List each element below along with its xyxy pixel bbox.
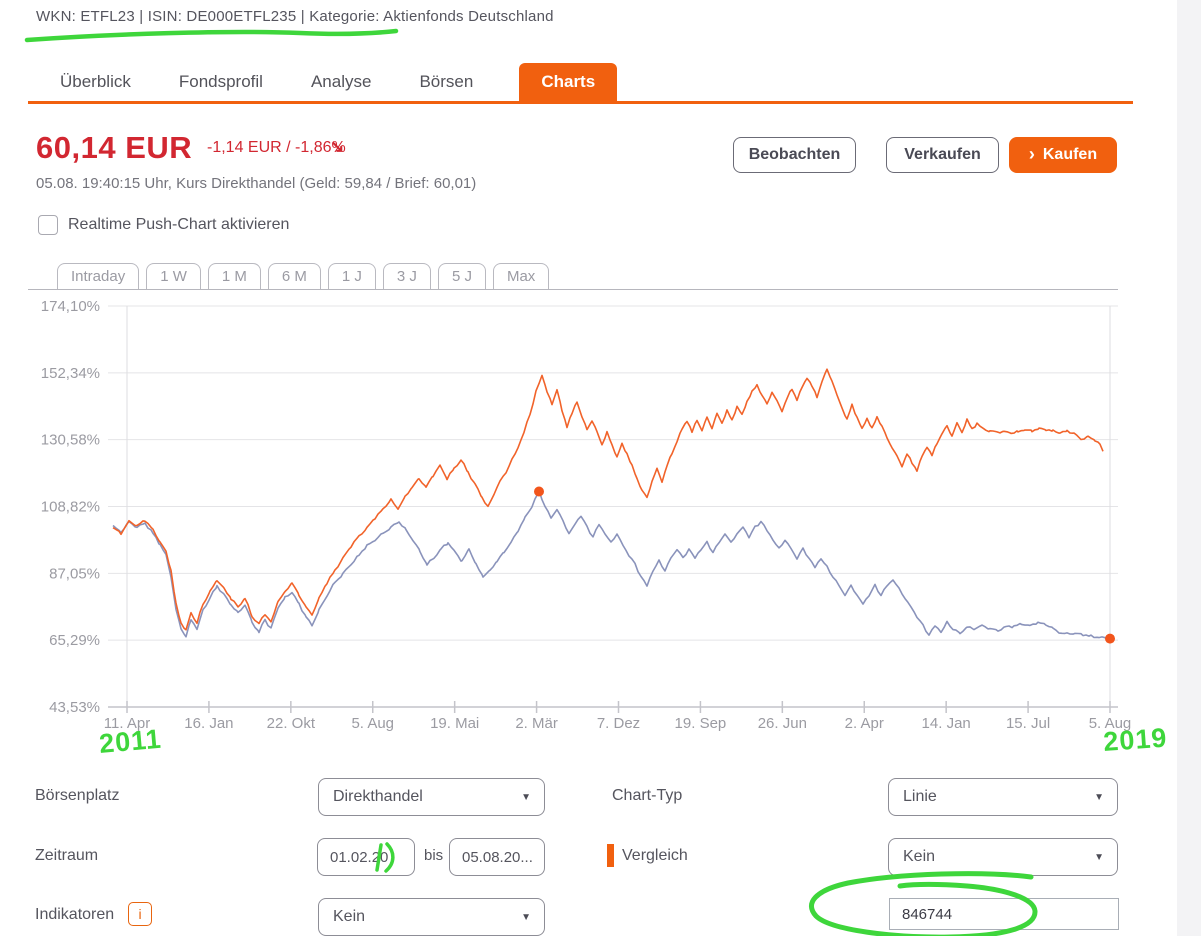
range-tab-6-m[interactable]: 6 M — [267, 263, 321, 289]
marker-dot — [534, 486, 544, 497]
vergleich-label: Vergleich — [622, 847, 688, 864]
chevron-down-icon: ▼ — [1094, 791, 1104, 803]
charttyp-value: Linie — [903, 788, 937, 805]
vergleich-value: Kein — [903, 848, 936, 865]
tab-charts[interactable]: Charts — [519, 63, 618, 101]
x-axis-label: 5. Aug — [1089, 715, 1132, 732]
range-tab-1-m[interactable]: 1 M — [207, 263, 261, 289]
range-tab-1-j[interactable]: 1 J — [327, 263, 376, 289]
price-info-line: 05.08. 19:40:15 Uhr, Kurs Direkthandel (… — [36, 175, 477, 192]
tab-analyse[interactable]: Analyse — [310, 72, 372, 91]
zeitraum-bis-label: bis — [424, 847, 444, 864]
x-axis-label: 22. Okt — [267, 715, 316, 732]
charttyp-label: Chart-Typ — [612, 787, 683, 804]
boersenplatz-label: Börsenplatz — [35, 787, 120, 804]
chevron-down-icon: ▼ — [521, 911, 531, 923]
y-axis-label: 87,05% — [49, 565, 100, 582]
range-tab-3-j[interactable]: 3 J — [382, 263, 431, 289]
trend-down-icon: ↘ — [330, 137, 345, 156]
tab-ueberblick[interactable]: Überblick — [60, 72, 131, 91]
y-axis-label: 65,29% — [49, 632, 100, 649]
x-axis-label: 16. Jan — [184, 715, 233, 732]
buy-button[interactable]: › Kaufen — [1009, 137, 1117, 173]
indikatoren-value: Kein — [333, 908, 366, 925]
chevron-down-icon: ▼ — [521, 791, 531, 803]
series-line-fonds-etfl23 — [112, 489, 1111, 640]
instrument-meta: WKN: ETFL23 | ISIN: DE000ETFL235 | Kateg… — [36, 8, 554, 25]
vergleich-select[interactable]: Kein ▼ — [888, 838, 1118, 876]
realtime-checkbox[interactable] — [38, 215, 58, 235]
y-axis-label: 43,53% — [49, 699, 100, 716]
tab-boersen[interactable]: Börsen — [419, 72, 474, 91]
sell-button[interactable]: Verkaufen — [886, 137, 999, 173]
main-tab-bar: Überblick Fondsprofil Analyse Börsen Charts — [28, 63, 1133, 104]
y-axis-label: 130,58% — [41, 432, 100, 449]
x-axis-label: 5. Aug — [351, 715, 394, 732]
indikatoren-select[interactable]: Kein ▼ — [318, 898, 545, 936]
annotation-year-right: 2019 — [1102, 723, 1168, 757]
chevron-down-icon: ▼ — [1094, 851, 1104, 863]
wkn-search-input[interactable] — [889, 898, 1119, 930]
x-axis-label: 7. Dez — [597, 715, 640, 732]
right-gutter — [1177, 0, 1201, 936]
charttyp-select[interactable]: Linie ▼ — [888, 778, 1118, 816]
price-value: 60,14 EUR — [36, 130, 193, 165]
x-axis-label: 15. Jul — [1006, 715, 1050, 732]
range-tab-max[interactable]: Max — [492, 263, 550, 289]
info-icon[interactable]: i — [128, 902, 152, 926]
y-axis-label: 108,82% — [41, 498, 100, 515]
x-axis-label: 19. Sep — [675, 715, 727, 732]
realtime-checkbox-label: Realtime Push-Chart aktivieren — [68, 216, 290, 233]
marker-underline — [24, 28, 399, 43]
x-axis-label: 19. Mai — [430, 715, 479, 732]
range-tab-5-j[interactable]: 5 J — [437, 263, 486, 289]
vergleich-legend-swatch — [607, 844, 614, 867]
boersenplatz-value: Direkthandel — [333, 788, 423, 805]
x-axis-label: 2. Mär — [515, 715, 558, 732]
watch-button[interactable]: Beobachten — [733, 137, 856, 173]
x-axis-label: 14. Jan — [922, 715, 971, 732]
y-axis-label: 174,10% — [41, 298, 100, 315]
range-tab-1-w[interactable]: 1 W — [146, 263, 201, 289]
range-tab-intraday[interactable]: Intraday — [57, 263, 140, 289]
marker-dot — [1105, 633, 1115, 644]
x-axis-label: 26. Jun — [758, 715, 807, 732]
price-change: -1,14 EUR / -1,86% — [207, 139, 346, 156]
x-axis-label: 11. Apr — [104, 715, 150, 732]
indikatoren-label: Indikatoren — [35, 906, 115, 923]
series-line-vergleich — [112, 368, 1104, 631]
x-axis-label: 2. Apr — [845, 715, 884, 732]
zeitraum-to-input[interactable] — [449, 838, 545, 876]
annotation-year-left: 2011 — [98, 724, 163, 759]
y-axis-label: 152,34% — [41, 365, 100, 382]
zeitraum-label: Zeitraum — [35, 847, 99, 864]
zeitraum-from-input[interactable] — [317, 838, 415, 876]
chevron-right-icon: › — [1028, 143, 1035, 164]
boersenplatz-select[interactable]: Direkthandel ▼ — [318, 778, 545, 816]
tab-fondsprofil[interactable]: Fondsprofil — [178, 72, 263, 91]
buy-button-label: Kaufen — [1042, 146, 1098, 163]
